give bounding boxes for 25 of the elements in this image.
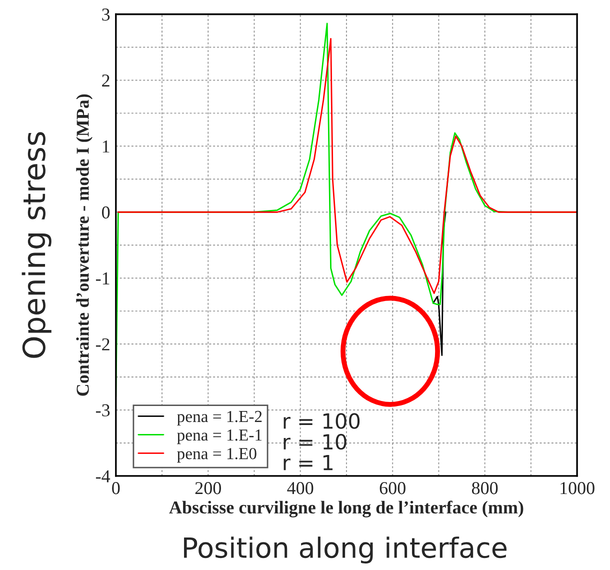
y-tick-label: 2 [102,74,110,86]
legend-label: pena = 1.E0 [177,448,256,463]
x-tick-label: 800 [472,482,498,494]
legend-label: pena = 1.E-1 [177,430,262,444]
x-tick-label: 600 [380,482,406,494]
line-series [118,38,578,294]
y-tick-label: -2 [96,338,110,350]
x-tick-label: 1000 [560,482,594,494]
legend-label: pena = 1.E-2 [177,410,262,426]
annotation: r = 1 [284,454,333,470]
x-tick-label: 0 [112,482,120,494]
y-tick-label: 3 [102,8,110,21]
x-tick-label: 200 [195,482,221,494]
x-axis-title: Abscisse curviligne le long de l’interface (mm) [169,500,524,518]
annotation: r = 10 [284,434,346,450]
text: Opening stress [22,132,52,358]
y-tick-label: -3 [96,404,110,416]
y-axis-title: Contrainte d’ouverture - mode I (MPa) [76,94,93,396]
y-tick-label: 0 [102,206,110,219]
text: Position along interface [184,536,506,564]
x-tick-label: 400 [287,482,314,494]
annotation: r = 100 [284,413,360,429]
y-tick-label: -4 [96,470,110,482]
y-tick-label: -1 [96,272,110,284]
y-tick-label: 1 [102,140,110,152]
